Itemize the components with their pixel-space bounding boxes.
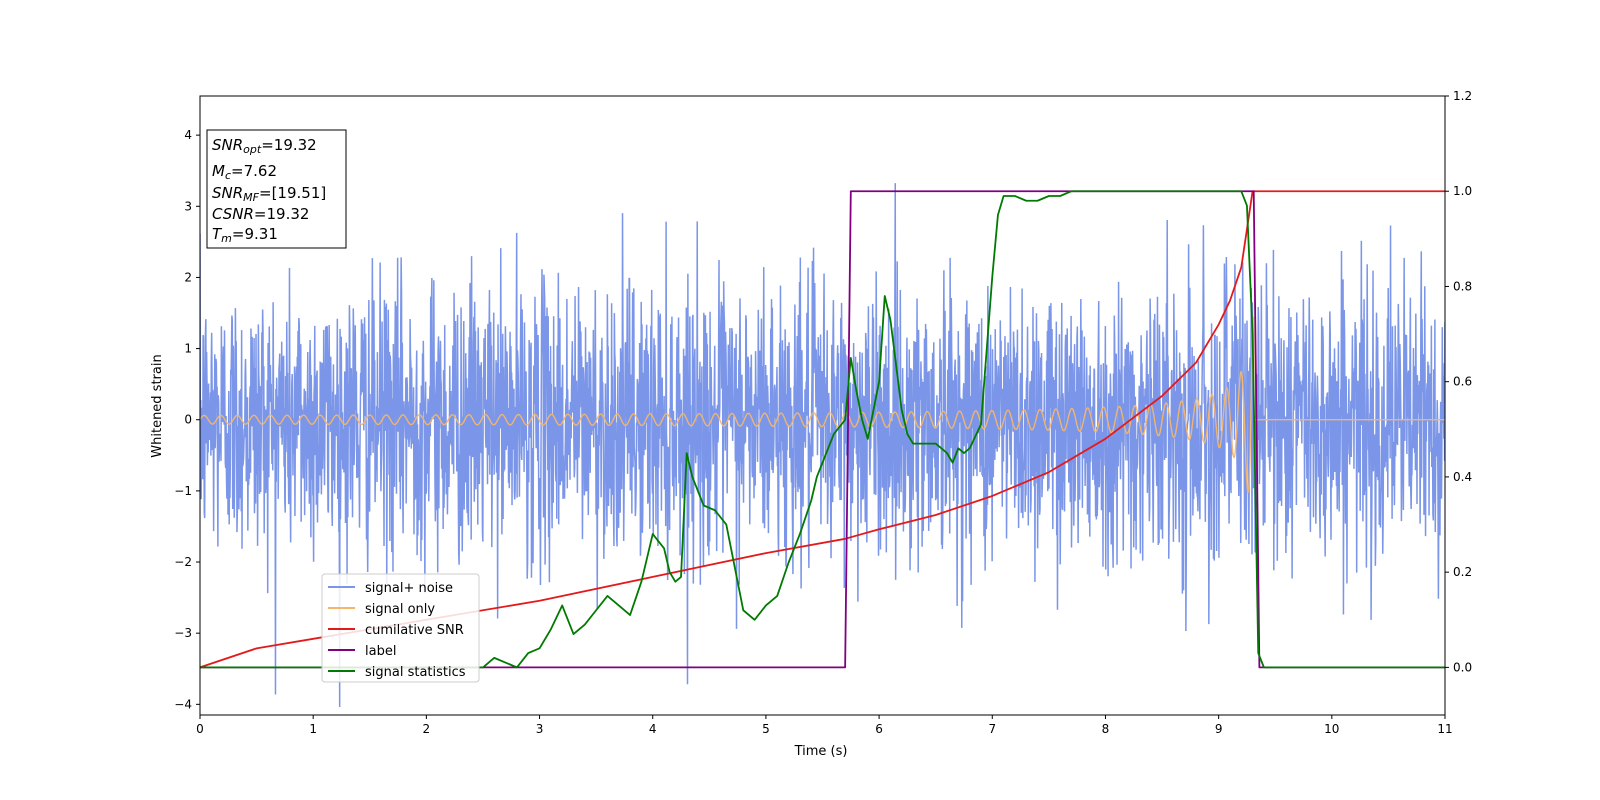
y-left-tick-label: 4: [184, 128, 192, 142]
x-tick-label: 3: [536, 722, 544, 736]
x-tick-label: 7: [988, 722, 996, 736]
y-axis-label: Whitened strain: [150, 354, 165, 457]
y-right-tick-label: 0.4: [1453, 470, 1472, 484]
annotation-line: Tm=9.31: [212, 225, 278, 245]
series-signal-only: [200, 316, 1445, 495]
annotation-frame: [206, 129, 347, 249]
y-left-tick-label: 1: [184, 342, 192, 356]
x-tick-label: 0: [196, 722, 204, 736]
y-right-tick-label: 0.8: [1453, 279, 1472, 293]
y-left-tick-label: 3: [184, 199, 192, 213]
x-tick-label: 4: [649, 722, 657, 736]
series-signal-statistics: [200, 190, 1445, 669]
legend-label: signal+ noise: [365, 581, 453, 596]
y-right-tick-label: 1.2: [1453, 89, 1472, 103]
y-right-tick-label: 0.2: [1453, 565, 1472, 579]
x-tick-label: 8: [1102, 722, 1110, 736]
y-left-tick-label: 2: [184, 270, 192, 284]
y-right-tick-label: 0.6: [1453, 375, 1472, 389]
x-tick-label: 2: [423, 722, 431, 736]
y-left-tick-label: −3: [174, 626, 192, 640]
legend-label: signal only: [365, 602, 435, 617]
y-right-tick-label: 1.0: [1453, 184, 1472, 198]
legend-label: signal statistics: [365, 665, 466, 680]
plot-frame: [199, 95, 1446, 716]
y-left-tick-label: −1: [174, 484, 192, 498]
x-tick-label: 6: [875, 722, 883, 736]
axis-ticks: 0 1 2 3 4 5 6 7 8 9 10 11 −4 −3 −2 −1 0 1 2 3 4 0.0 0.2 0.4 0.6 0…: [174, 89, 1472, 736]
annotation-line: CSNR=19.32: [212, 205, 309, 223]
legend-frame: [321, 573, 480, 683]
x-tick-label: 11: [1437, 722, 1452, 736]
y-right-tick-label: 0.0: [1453, 660, 1472, 674]
x-tick-label: 9: [1215, 722, 1223, 736]
annotation-line: SNRMF=[19.51]: [212, 184, 326, 204]
annotation-line: Mc=7.62: [212, 162, 277, 182]
x-tick-label: 10: [1324, 722, 1339, 736]
annotation-box: SNRopt=19.32 Mc=7.62SNRMF=[19.51]CSNR=19.…: [206, 129, 347, 249]
series-signal-plus-noise: [200, 183, 1445, 708]
annotation-line: SNRopt=19.32: [212, 136, 317, 156]
y-left-tick-label: −2: [174, 555, 192, 569]
legend: signal+ noise signal only cumilative SNR la…: [321, 573, 480, 683]
y-left-tick-label: −4: [174, 697, 192, 711]
legend-label: label: [365, 644, 396, 659]
y-left-tick-label: 0: [184, 413, 192, 427]
x-axis-label: Time (s): [794, 744, 848, 759]
x-tick-label: 1: [309, 722, 317, 736]
legend-label: cumilative SNR: [365, 623, 464, 638]
x-tick-label: 5: [762, 722, 770, 736]
